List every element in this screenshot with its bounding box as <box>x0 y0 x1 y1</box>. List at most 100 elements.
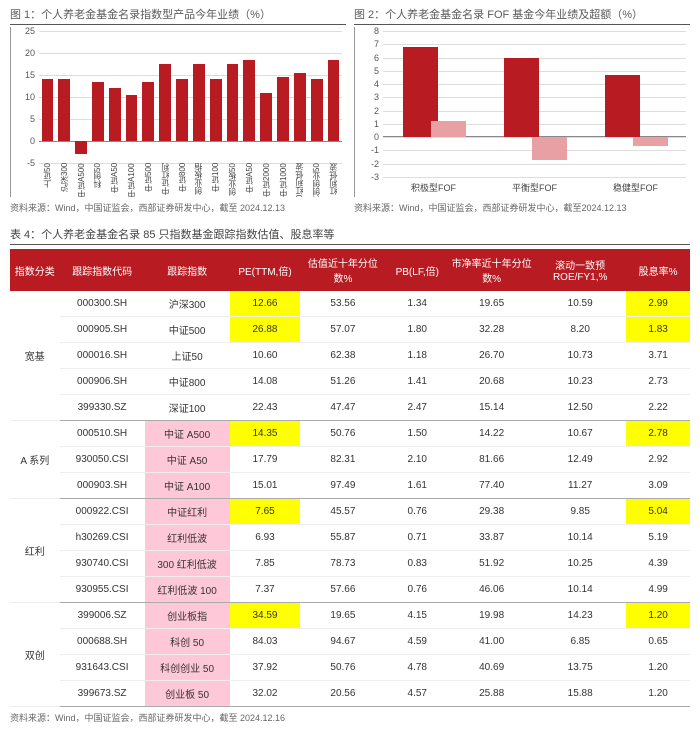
chart1-xtick: 中证500 <box>140 163 157 197</box>
category-cell: 宽基 <box>10 291 60 421</box>
table-cell: 7.37 <box>230 577 301 603</box>
table-cell: 1.18 <box>385 343 449 369</box>
table-cell: 15.01 <box>230 473 301 499</box>
table-cell: 12.66 <box>230 291 301 317</box>
table-cell: 9.85 <box>534 499 626 525</box>
table-cell: 6.85 <box>534 629 626 655</box>
chart2-bar <box>504 58 538 138</box>
table-cell: 53.56 <box>300 291 385 317</box>
category-cell: A 系列 <box>10 421 60 499</box>
table-cell: 2.78 <box>626 421 690 447</box>
table-cell: 97.49 <box>300 473 385 499</box>
table-header-cell: PB(LF,倍) <box>385 249 449 291</box>
category-cell: 红利 <box>10 499 60 603</box>
chart1-bar <box>210 79 222 141</box>
table-cell: 81.66 <box>449 447 534 473</box>
chart1-xtick: 中证A500 <box>73 163 90 197</box>
table-cell: 931643.CSI <box>60 655 145 681</box>
chart1-bar <box>193 64 205 141</box>
table-row: 931643.CSI科创创业 5037.9250.764.7840.6913.7… <box>10 655 690 681</box>
table-row: 000905.SH中证50026.8857.071.8032.288.201.8… <box>10 317 690 343</box>
chart1-bar <box>260 93 272 141</box>
table-cell: 13.75 <box>534 655 626 681</box>
table-cell: 4.39 <box>626 551 690 577</box>
table-cell: 0.76 <box>385 499 449 525</box>
table-header-cell: 跟踪指数代码 <box>60 249 145 291</box>
table-row: 930740.CSI300 红利低波7.8578.730.8351.9210.2… <box>10 551 690 577</box>
table-cell: 4.57 <box>385 681 449 707</box>
table-cell: h30269.CSI <box>60 525 145 551</box>
chart1-xtick: 上证50 <box>39 163 56 197</box>
chart1-xtick: 300红利低波 <box>291 163 308 197</box>
chart2-bar <box>633 137 667 146</box>
chart1-xtick: 中证A100 <box>123 163 140 197</box>
table-cell: 中证红利 <box>145 499 230 525</box>
table-cell: 300 红利低波 <box>145 551 230 577</box>
table-cell: 11.27 <box>534 473 626 499</box>
table-cell: 82.31 <box>300 447 385 473</box>
table-row: 930955.CSI红利低波 1007.3757.660.7646.0610.1… <box>10 577 690 603</box>
table-cell: 10.14 <box>534 577 626 603</box>
table-cell: 10.59 <box>534 291 626 317</box>
table-cell: 上证50 <box>145 343 230 369</box>
chart1-xtick: 科创50 <box>89 163 106 197</box>
table-header-cell: 跟踪指数 <box>145 249 230 291</box>
table-cell: 1.80 <box>385 317 449 343</box>
table-cell: 32.28 <box>449 317 534 343</box>
table-cell: 14.35 <box>230 421 301 447</box>
table-cell: 1.83 <box>626 317 690 343</box>
table-cell: 46.06 <box>449 577 534 603</box>
table-cell: 51.26 <box>300 369 385 395</box>
chart1-bar <box>142 82 154 141</box>
chart2-source: 资料来源：Wind，中国证监会，西部证券研发中心，截至2024.12.13 <box>354 201 690 214</box>
table-cell: 55.87 <box>300 525 385 551</box>
chart1-bar <box>176 79 188 141</box>
table-cell: 19.65 <box>449 291 534 317</box>
table-cell: 0.76 <box>385 577 449 603</box>
table-cell: 000510.SH <box>60 421 145 447</box>
table-cell: 77.40 <box>449 473 534 499</box>
table-cell: 22.43 <box>230 395 301 421</box>
table-cell: 深证100 <box>145 395 230 421</box>
table-cell: 1.34 <box>385 291 449 317</box>
table-cell: 10.23 <box>534 369 626 395</box>
chart1-source: 资料来源：Wind，中国证监会，西部证券研发中心，截至 2024.12.13 <box>10 201 346 214</box>
table-cell: 科创创业 50 <box>145 655 230 681</box>
category-cell: 双创 <box>10 603 60 707</box>
table-cell: 19.65 <box>300 603 385 629</box>
table-cell: 12.49 <box>534 447 626 473</box>
table-cell: 2.47 <box>385 395 449 421</box>
table-cell: 399006.SZ <box>60 603 145 629</box>
table-cell: 1.50 <box>385 421 449 447</box>
table-cell: 10.14 <box>534 525 626 551</box>
table-cell: 930740.CSI <box>60 551 145 577</box>
table-cell: 中证 A500 <box>145 421 230 447</box>
chart2-xtick: 平衡型FOF <box>484 177 585 197</box>
table-cell: 8.20 <box>534 317 626 343</box>
table-cell: 26.88 <box>230 317 301 343</box>
table-cell: 2.10 <box>385 447 449 473</box>
chart1-bar <box>311 79 323 141</box>
table-cell: 20.68 <box>449 369 534 395</box>
table-cell: 41.00 <box>449 629 534 655</box>
table-cell: 399673.SZ <box>60 681 145 707</box>
chart1-title: 图 1：个人养老金基金名录指数型产品今年业绩（%） <box>10 6 346 25</box>
chart1-xtick: 红利低波 <box>325 163 342 197</box>
valuation-table: 指数分类跟踪指数代码跟踪指数PE(TTM,倍)估值近十年分位数%PB(LF,倍)… <box>10 249 690 707</box>
chart1-xtick: 中证100 <box>207 163 224 197</box>
table-cell: 26.70 <box>449 343 534 369</box>
table-cell: 62.38 <box>300 343 385 369</box>
table-cell: 10.73 <box>534 343 626 369</box>
table-cell: 3.71 <box>626 343 690 369</box>
chart1-xtick: 沪深300 <box>56 163 73 197</box>
table-cell: 7.85 <box>230 551 301 577</box>
table-cell: 14.23 <box>534 603 626 629</box>
chart2-box: 图 2：个人养老金基金名录 FOF 基金今年业绩及超额（%） -3-2-1012… <box>354 6 690 214</box>
chart1-bar <box>159 64 171 141</box>
table-cell: 57.66 <box>300 577 385 603</box>
table-header-cell: 估值近十年分位数% <box>300 249 385 291</box>
table-cell: 12.50 <box>534 395 626 421</box>
chart1-area: -50510152025 上证50沪深300中证A500科创50中证A50中证A… <box>10 27 346 197</box>
table-cell: 1.20 <box>626 655 690 681</box>
table-row: 399673.SZ创业板 5032.0220.564.5725.8815.881… <box>10 681 690 707</box>
